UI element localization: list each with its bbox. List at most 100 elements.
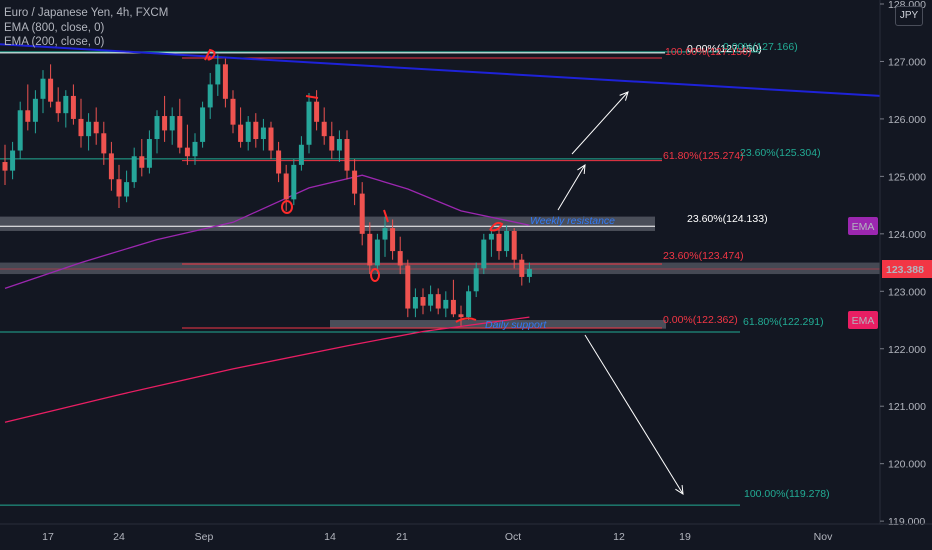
candle[interactable] [344, 130, 350, 180]
candle[interactable] [48, 64, 54, 108]
candle[interactable] [230, 90, 236, 134]
price-axis[interactable]: 119.000 120.000 121.000 122.000 123.000 124.0… [848, 0, 932, 528]
candle[interactable] [177, 98, 183, 154]
candle[interactable] [458, 305, 464, 326]
candle[interactable] [519, 253, 525, 286]
candle[interactable] [192, 133, 198, 165]
time-tick-label: 14 [324, 531, 336, 543]
currency-badge[interactable]: JPY [895, 6, 923, 26]
candle[interactable] [116, 164, 122, 208]
candle[interactable] [329, 121, 335, 160]
candle[interactable] [382, 216, 388, 257]
candle[interactable] [101, 121, 107, 165]
candle[interactable] [2, 144, 8, 185]
time-tick-label: 21 [396, 531, 408, 543]
candle[interactable] [359, 182, 365, 246]
candle[interactable] [70, 84, 76, 125]
candle-body [200, 107, 206, 142]
candle[interactable] [207, 72, 213, 119]
candle[interactable] [306, 93, 312, 154]
candle[interactable] [55, 87, 61, 122]
candle[interactable] [10, 141, 16, 180]
candle[interactable] [268, 121, 274, 160]
candle[interactable] [336, 130, 342, 163]
candle[interactable] [245, 116, 251, 151]
ema-tag[interactable] [848, 311, 878, 329]
candle[interactable] [420, 288, 426, 315]
candle[interactable] [162, 95, 168, 142]
time-tick-label: 12 [613, 531, 625, 543]
candle[interactable] [154, 110, 160, 154]
candle[interactable] [283, 164, 289, 211]
candle[interactable] [260, 118, 266, 151]
candle[interactable] [526, 262, 532, 283]
candle[interactable] [511, 228, 517, 269]
candle[interactable] [93, 107, 99, 145]
candle[interactable] [86, 113, 92, 151]
candle[interactable] [17, 101, 23, 160]
candle[interactable] [276, 141, 282, 183]
ema-tag[interactable] [848, 217, 878, 235]
candle[interactable] [352, 159, 358, 206]
candle[interactable] [124, 170, 130, 203]
candle[interactable] [169, 107, 175, 145]
candle[interactable] [405, 259, 411, 318]
swing-low-mark [455, 317, 477, 323]
candle[interactable] [253, 113, 259, 148]
symbol-title[interactable]: Euro / Japanese Yen, 4h, FXCM [4, 7, 169, 19]
candle-body [245, 121, 251, 142]
time-tick-label: Oct [505, 531, 521, 543]
ema200-line [4, 174, 530, 290]
candle[interactable] [63, 90, 69, 128]
candle[interactable] [238, 107, 244, 148]
candle[interactable] [481, 233, 487, 275]
candle[interactable] [496, 228, 502, 260]
ema800-legend[interactable]: EMA (800, close, 0) [4, 21, 105, 34]
ema200-legend[interactable]: EMA (200, close, 0) [4, 36, 105, 48]
candle[interactable] [32, 90, 38, 134]
price-tick-label: 125.000 [888, 171, 926, 183]
candle[interactable] [146, 130, 152, 174]
candle[interactable] [435, 288, 441, 315]
candle[interactable] [215, 54, 221, 96]
time-axis[interactable]: 17 24 Sep 14 21 Oct 12 19 Nov [0, 523, 932, 543]
ema-layer [4, 174, 530, 423]
candles-layer[interactable] [2, 54, 532, 326]
price-tick-label: 123.000 [888, 286, 926, 298]
candle[interactable] [390, 219, 396, 260]
candle-body [488, 233, 494, 240]
candle[interactable] [412, 288, 418, 318]
chart-legend: Euro / Japanese Yen, 4h, FXCM EMA (800, … [4, 6, 168, 50]
candle[interactable] [25, 84, 31, 131]
target-arrow-down-head [675, 484, 684, 495]
swing-low-mark [281, 200, 293, 214]
candle[interactable] [443, 291, 449, 318]
candle[interactable] [504, 225, 510, 257]
candle[interactable] [374, 233, 380, 275]
candle[interactable] [184, 124, 190, 165]
candle[interactable] [466, 285, 472, 321]
candle[interactable] [222, 58, 228, 108]
candle[interactable] [397, 236, 403, 275]
fib-label: 0.00%(127.150) [687, 43, 762, 55]
candle[interactable] [131, 147, 137, 188]
candle[interactable] [450, 279, 456, 318]
candle[interactable] [139, 139, 145, 177]
candle[interactable] [298, 136, 304, 171]
candle[interactable] [314, 90, 320, 131]
candle[interactable] [321, 107, 327, 145]
last-price-tag[interactable] [882, 259, 932, 278]
candle[interactable] [473, 262, 479, 298]
candle-body [420, 297, 426, 306]
candle[interactable] [40, 70, 46, 114]
candle-body [443, 299, 449, 309]
candle[interactable] [291, 159, 297, 206]
candle[interactable] [108, 141, 114, 191]
candle[interactable] [367, 222, 373, 275]
candle[interactable] [78, 98, 84, 148]
candle[interactable] [428, 285, 434, 312]
candle-body [154, 116, 160, 140]
candle-body [108, 153, 114, 180]
candle[interactable] [200, 101, 206, 148]
